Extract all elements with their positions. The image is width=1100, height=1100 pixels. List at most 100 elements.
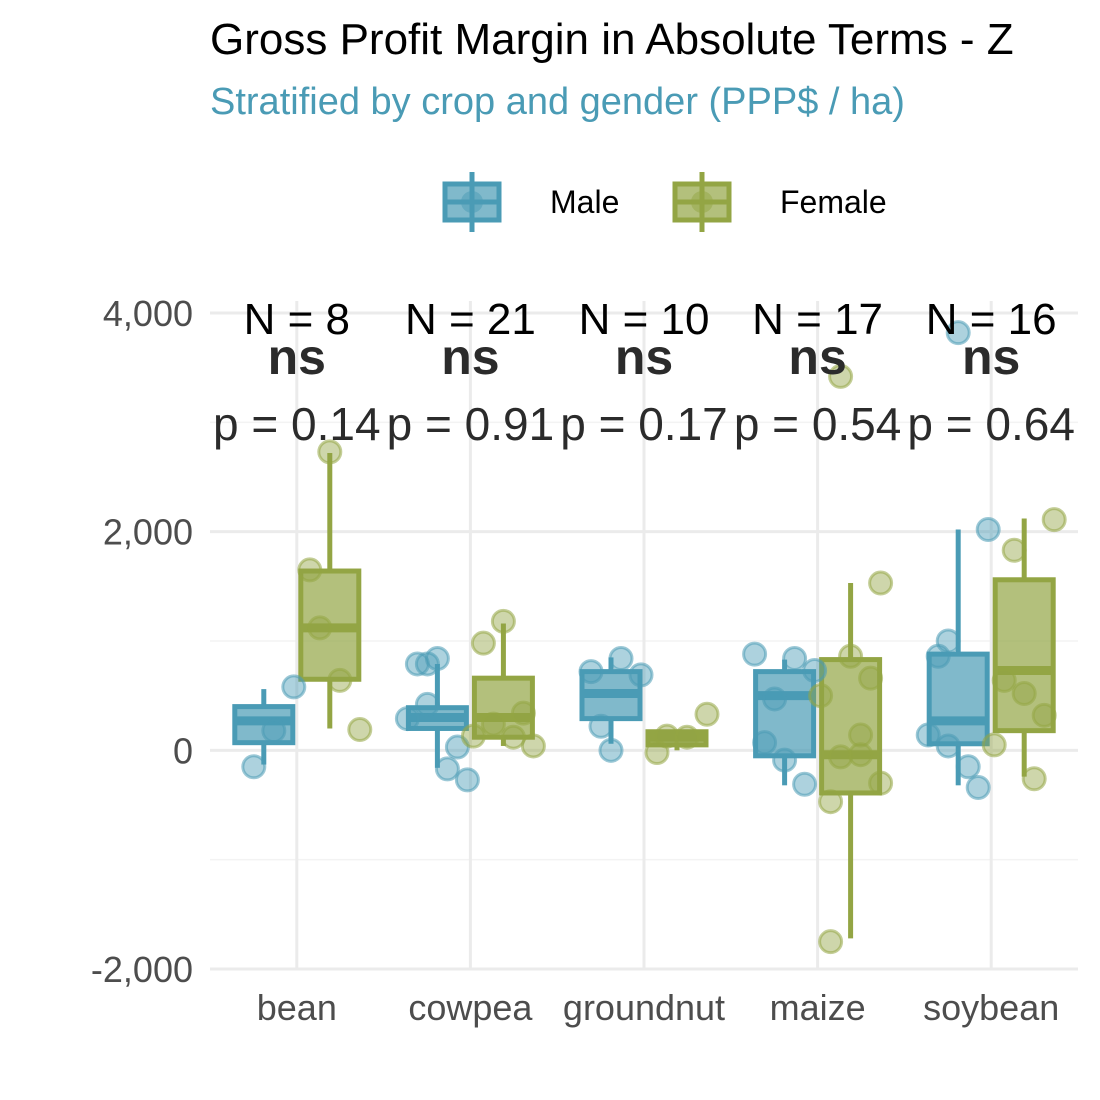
- point-male-maize-19: [752, 730, 778, 756]
- point-female-maize-22: [808, 683, 834, 709]
- legend-key-male: [442, 172, 502, 232]
- point-female-cowpea-9: [490, 608, 516, 634]
- significance-soybean: ns: [962, 329, 1020, 385]
- point-layer: [241, 320, 1067, 955]
- point-female-maize-17: [848, 722, 874, 748]
- x-tick-label-soybean: soybean: [923, 987, 1059, 1028]
- point-male-bean-2: [281, 674, 307, 700]
- point-male-soybean-26: [925, 643, 951, 669]
- sample-size-bean: N = 8: [244, 295, 350, 344]
- point-female-bean-2: [347, 717, 373, 743]
- point-male-maize-20: [772, 747, 798, 773]
- point-female-maize-23: [828, 744, 854, 770]
- point-female-soybean-30: [991, 667, 1017, 693]
- significance-maize: ns: [788, 329, 846, 385]
- point-male-cowpea-10: [414, 691, 440, 717]
- point-male-soybean-25: [975, 516, 1001, 542]
- point-female-cowpea-8: [470, 630, 496, 656]
- point-male-maize-18: [802, 658, 828, 684]
- legend-point: [461, 191, 483, 213]
- p-value-maize: p = 0.54: [734, 398, 902, 450]
- y-tick-label: 2,000: [103, 512, 193, 553]
- point-male-soybean-30: [935, 733, 961, 759]
- point-female-soybean-32: [1031, 702, 1057, 728]
- point-female-maize-25: [868, 770, 894, 796]
- point-female-cowpea-7: [520, 733, 546, 759]
- point-female-maize-24: [848, 742, 874, 768]
- box-body: [819, 657, 883, 796]
- point-female-soybean-28: [1021, 766, 1047, 792]
- grid-lines: [210, 301, 1078, 971]
- sample-size-cowpea: N = 21: [405, 295, 536, 344]
- box-body: [753, 669, 817, 759]
- x-tick-label-groundnut: groundnut: [563, 987, 725, 1028]
- point-female-groundnut-14: [694, 701, 720, 727]
- point-female-maize-18: [868, 570, 894, 596]
- y-tick-label: -2,000: [91, 949, 193, 990]
- point-male-cowpea-4: [434, 756, 460, 782]
- point-male-soybean-24: [955, 754, 981, 780]
- p-value-groundnut: p = 0.17: [560, 398, 728, 450]
- point-female-maize-26: [818, 929, 844, 955]
- significance-groundnut: ns: [615, 329, 673, 385]
- point-female-cowpea-6: [500, 724, 526, 750]
- legend-label-female: Female: [780, 184, 887, 220]
- legend-label-male: Male: [550, 184, 619, 220]
- point-male-cowpea-5: [454, 767, 480, 793]
- x-tick-label-cowpea: cowpea: [408, 987, 533, 1028]
- significance-bean: ns: [268, 329, 326, 385]
- y-tick-label: 0: [173, 730, 193, 771]
- point-female-bean-1: [327, 667, 353, 693]
- point-male-maize-17: [782, 645, 808, 671]
- axis-labels: -2,000 0 2,000 4,000 bean cowpea groundnut maiz…: [91, 293, 1059, 1028]
- p-value-bean: p = 0.14: [213, 398, 381, 450]
- point-male-groundnut-12: [608, 645, 634, 671]
- sample-size-soybean: N = 16: [926, 295, 1057, 344]
- point-male-groundnut-11: [588, 713, 614, 739]
- point-male-maize-16: [762, 686, 788, 712]
- point-female-maize-20: [838, 643, 864, 669]
- point-female-groundnut-13: [674, 724, 700, 750]
- point-female-maize-19: [818, 789, 844, 815]
- point-female-maize-16: [828, 363, 854, 389]
- point-male-bean-1: [261, 718, 287, 744]
- point-male-groundnut-13: [628, 662, 654, 688]
- sample-size-groundnut: N = 10: [579, 295, 710, 344]
- point-female-bean-0: [307, 615, 333, 641]
- point-female-maize-21: [858, 665, 884, 691]
- point-female-cowpea-5: [480, 711, 506, 737]
- legend: Male Female: [442, 172, 887, 232]
- point-male-groundnut-14: [578, 659, 604, 685]
- y-tick-label: 4,000: [103, 293, 193, 334]
- point-male-groundnut-15: [598, 737, 624, 763]
- sample-size-maize: N = 17: [752, 295, 883, 344]
- point-female-cowpea-10: [510, 700, 536, 726]
- point-male-maize-21: [792, 771, 818, 797]
- point-female-bean-3: [297, 557, 323, 583]
- point-female-soybean-31: [1011, 680, 1037, 706]
- p-value-soybean: p = 0.64: [907, 398, 1075, 450]
- x-tick-label-maize: maize: [770, 987, 866, 1028]
- point-male-maize-22: [742, 641, 768, 667]
- point-female-soybean-29: [1041, 507, 1067, 533]
- box-female-maize: [819, 583, 883, 939]
- point-male-cowpea-9: [394, 706, 420, 732]
- p-value-cowpea: p = 0.91: [387, 398, 555, 450]
- chart-subtitle: Stratified by crop and gender (PPP$ / ha…: [210, 81, 905, 123]
- point-male-cowpea-7: [424, 645, 450, 671]
- point-female-soybean-33: [981, 732, 1007, 758]
- point-female-groundnut-15: [644, 740, 670, 766]
- legend-key-female: [672, 172, 732, 232]
- point-female-bean-4: [317, 439, 343, 465]
- point-male-soybean-29: [915, 722, 941, 748]
- legend-point: [691, 191, 713, 213]
- point-male-soybean-27: [945, 320, 971, 346]
- significance-cowpea: ns: [441, 329, 499, 385]
- point-male-cowpea-6: [404, 651, 430, 677]
- point-female-cowpea-11: [460, 723, 486, 749]
- point-male-soybean-28: [965, 775, 991, 801]
- x-tick-label-bean: bean: [257, 987, 337, 1028]
- point-male-bean-0: [241, 754, 267, 780]
